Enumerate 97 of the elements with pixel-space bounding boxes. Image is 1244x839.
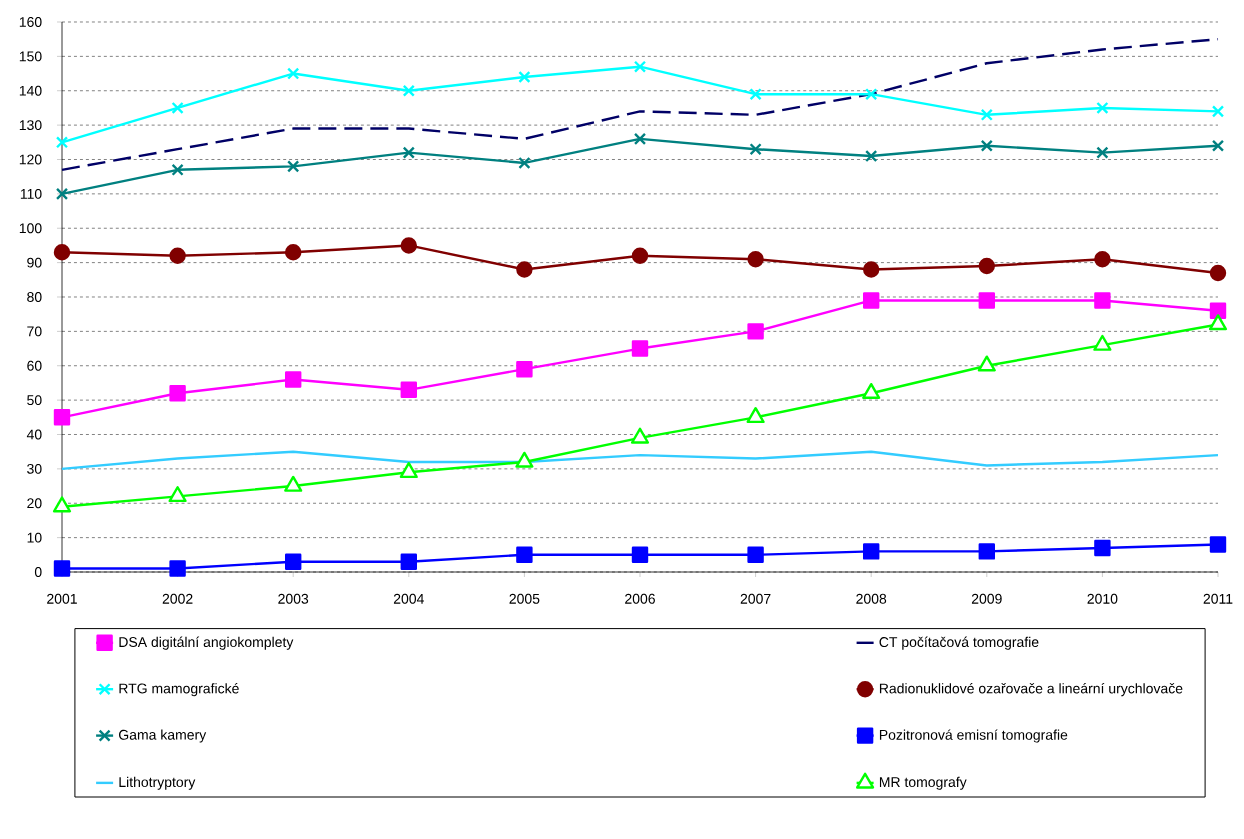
point — [1209, 264, 1227, 282]
point — [287, 67, 300, 80]
point — [978, 257, 995, 275]
point — [516, 360, 533, 378]
point — [747, 323, 764, 340]
point — [865, 149, 878, 163]
point — [749, 88, 762, 101]
point — [633, 60, 647, 73]
y-tick-label: 10 — [27, 532, 42, 543]
point — [980, 108, 993, 121]
point — [400, 381, 417, 399]
point — [402, 84, 415, 97]
point — [518, 156, 531, 170]
point — [749, 143, 762, 156]
legend-label: RTG mamografické — [119, 682, 239, 697]
point — [399, 462, 418, 479]
y-tick-label: 130 — [19, 120, 42, 131]
legend-label: Radionuklidové ozařovače a lineární urychlovače — [879, 682, 1183, 697]
point — [633, 132, 647, 146]
point — [631, 247, 649, 264]
point — [1211, 139, 1225, 152]
point — [287, 160, 300, 173]
point — [169, 560, 186, 577]
x-tick-label: 2007 — [740, 593, 771, 604]
point — [516, 546, 533, 564]
y-tick-label: 100 — [19, 223, 42, 234]
point — [168, 486, 187, 503]
y-tick-label: 70 — [27, 326, 42, 337]
x-tick-label: 2010 — [1087, 593, 1118, 604]
point — [55, 187, 69, 201]
y-tick-label: 120 — [19, 154, 42, 165]
legend-label: DSA digitální angiokomplety — [119, 636, 294, 650]
legend-label: Pozitronová emisní tomografie — [879, 729, 1068, 743]
point — [746, 407, 765, 424]
y-tick-label: 90 — [27, 257, 42, 268]
x-tick-label: 2006 — [625, 593, 655, 604]
point — [169, 247, 186, 264]
y-tick-label: 40 — [26, 429, 42, 440]
point — [747, 546, 764, 564]
point — [978, 543, 995, 560]
y-tick-label: 160 — [19, 17, 42, 27]
point — [1209, 302, 1227, 319]
point — [516, 261, 533, 278]
point — [518, 70, 531, 84]
y-tick-label: 20 — [27, 498, 42, 509]
point — [631, 340, 649, 357]
line-series — [60, 37, 1220, 172]
point — [171, 101, 184, 115]
point — [863, 543, 880, 560]
y-tick-label: 140 — [19, 85, 42, 96]
point — [1211, 105, 1225, 118]
x-tick-label: 2008 — [856, 593, 887, 604]
point — [1209, 536, 1227, 553]
legend-label: Lithotryptory — [119, 776, 196, 790]
point — [863, 292, 880, 309]
point — [53, 244, 71, 261]
point — [55, 136, 69, 149]
y-tick-label: 30 — [27, 463, 42, 474]
point — [865, 88, 878, 101]
x-tick-label: 2011 — [1203, 593, 1233, 604]
x-tick-label: 2002 — [162, 593, 193, 604]
y-tick-label: 110 — [20, 188, 42, 199]
x-tick-label: 2004 — [393, 593, 424, 604]
point — [402, 146, 415, 159]
x-tick-label: 2001 — [47, 593, 77, 604]
x-tick-label: 2003 — [278, 593, 309, 604]
point — [53, 409, 71, 426]
point — [400, 237, 417, 254]
y-tick-label: 50 — [27, 395, 42, 406]
legend-label: CT počítačová tomografie — [879, 636, 1039, 650]
point — [169, 385, 186, 402]
point — [1094, 250, 1111, 268]
point — [978, 292, 995, 309]
point — [980, 139, 993, 152]
point — [53, 560, 71, 577]
point — [285, 244, 302, 261]
point — [747, 250, 764, 268]
point — [1094, 292, 1111, 309]
point — [171, 163, 184, 176]
y-tick-label: 0 — [34, 567, 42, 577]
point — [1094, 539, 1111, 557]
point — [285, 553, 302, 570]
x-tick-label: 2005 — [509, 593, 540, 604]
y-tick-label: 60 — [27, 360, 42, 371]
point — [285, 371, 302, 388]
legend-label: Gama kamery — [119, 729, 207, 743]
x-tick-label: 2009 — [971, 593, 1002, 604]
point — [1208, 314, 1228, 331]
legend-label: MR tomografy — [879, 776, 967, 790]
point — [400, 553, 417, 570]
point — [1096, 101, 1109, 115]
point — [631, 546, 649, 564]
point — [1096, 146, 1109, 159]
y-tick-label: 150 — [19, 51, 42, 62]
point — [52, 496, 72, 513]
y-tick-label: 80 — [27, 292, 42, 302]
point — [863, 261, 880, 278]
